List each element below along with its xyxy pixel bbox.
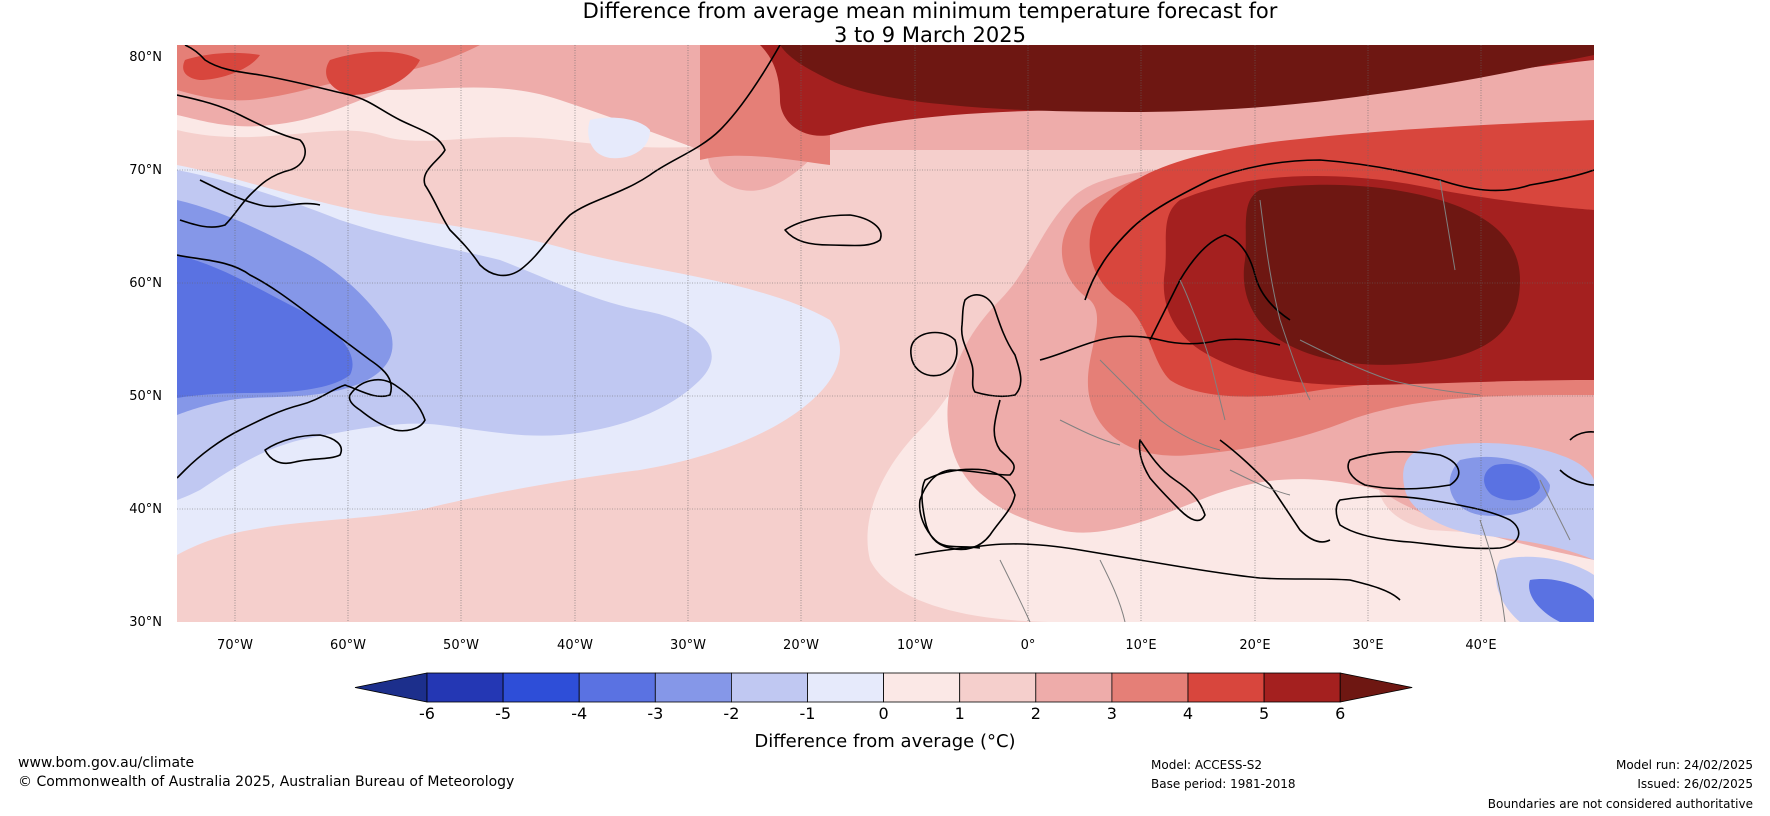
europe-north-coastline — [1039, 335, 1281, 361]
colorbar-swatch — [959, 672, 1037, 703]
lat-label-40n: 40°N — [129, 502, 162, 517]
scandinavia-coastline — [1084, 159, 1594, 301]
map-title-line1: Difference from average mean minimum tem… — [582, 0, 1278, 23]
map-title-line2: 3 to 9 March 2025 — [834, 23, 1026, 47]
labrador-coastline — [177, 254, 392, 479]
lon-label-10w: 10°W — [897, 638, 933, 653]
colorbar-label: Difference from average (°C) — [754, 731, 1015, 752]
lon-label-60w: 60°W — [330, 638, 366, 653]
lat-label-30n: 30°N — [129, 615, 162, 630]
colorbar-tick-label: -4 — [571, 704, 587, 723]
colorbar-tick-label: -2 — [723, 704, 739, 723]
lon-label-0: 0° — [1021, 638, 1036, 653]
coastlines — [177, 45, 1594, 601]
colorbar-swatch — [426, 672, 504, 703]
iceland-coastline — [784, 214, 882, 247]
model-run-text: Model run: 24/02/2025 — [1615, 758, 1753, 772]
colorbar-swatch — [807, 672, 884, 703]
balkans-coastline — [1219, 439, 1331, 543]
colorbar-swatch — [1111, 672, 1189, 703]
map-area — [177, 45, 1594, 622]
country-borders — [999, 179, 1571, 622]
lon-label-30e: 30°E — [1352, 638, 1383, 653]
colorbar-swatch — [883, 672, 961, 703]
issued-text: Issued: 26/02/2025 — [1637, 777, 1753, 791]
nova-scotia-coastline — [264, 434, 342, 465]
iberia-coastline — [921, 468, 1016, 551]
model-text: Model: ACCESS-S2 — [1151, 758, 1263, 772]
colorbar-swatch — [654, 672, 732, 703]
gridlines — [177, 45, 1594, 622]
colorbar-tick-label: -5 — [495, 704, 511, 723]
turkey-coastline — [1335, 495, 1520, 550]
colorbar-swatch — [578, 672, 656, 703]
lon-label-20e: 20°E — [1239, 638, 1270, 653]
disclaimer-text: Boundaries are not considered authoritat… — [1487, 797, 1753, 811]
lat-label-60n: 60°N — [129, 276, 162, 291]
lon-label-40e: 40°E — [1465, 638, 1496, 653]
colorbar-swatch — [1035, 672, 1113, 703]
anomaly-band-minus2-to-minus1 — [177, 170, 1594, 622]
italy-coastline — [1138, 439, 1206, 522]
colorbar-tick-label: 1 — [955, 704, 965, 723]
caspian-sea-coastline — [1559, 431, 1594, 486]
colorbar-swatch — [1187, 672, 1265, 703]
colorbar-tick-label: 0 — [879, 704, 889, 723]
colorbar-swatch — [1263, 672, 1341, 703]
base-period-text: Base period: 1981-2018 — [1151, 777, 1296, 791]
great-britain-coastline — [960, 294, 1022, 398]
lon-label-20w: 20°W — [783, 638, 819, 653]
colorbar-extend-high — [1339, 672, 1413, 703]
colorbar-tick-label: 6 — [1335, 704, 1345, 723]
colorbar-swatch — [502, 672, 580, 703]
lat-label-70n: 70°N — [129, 163, 162, 178]
ireland-coastline — [909, 331, 958, 377]
baffin-coast-east — [199, 179, 321, 208]
greenland-coastline — [184, 45, 781, 277]
north-africa-coastline — [914, 543, 1401, 601]
colorbar-tick-labels: -6 -5 -4 -3 -2 -1 0 1 2 3 4 5 6 — [419, 704, 1345, 723]
newfoundland-coastline — [348, 379, 426, 432]
colorbar-tick-label: 4 — [1183, 704, 1193, 723]
longitude-labels: 70°W 60°W 50°W 40°W 30°W 20°W 10°W 0° 10… — [217, 638, 1497, 653]
colorbar — [354, 672, 1413, 703]
lat-label-50n: 50°N — [129, 389, 162, 404]
anomaly-band-above-6 — [780, 45, 1594, 365]
lon-label-40w: 40°W — [557, 638, 593, 653]
colorbar-tick-label: 3 — [1107, 704, 1117, 723]
colorbar-swatch — [731, 672, 808, 703]
colorbar-tick-label: 2 — [1031, 704, 1041, 723]
colorbar-tick-label: 5 — [1259, 704, 1269, 723]
colorbar-extend-low — [354, 672, 428, 703]
lon-label-50w: 50°W — [443, 638, 479, 653]
latitude-labels: 80°N 70°N 60°N 50°N 40°N 30°N — [129, 50, 162, 630]
website-link[interactable]: www.bom.gov.au/climate — [18, 755, 195, 771]
colorbar-tick-label: -1 — [800, 704, 816, 723]
lon-label-10e: 10°E — [1125, 638, 1156, 653]
lon-label-70w: 70°W — [217, 638, 253, 653]
colorbar-tick-label: -6 — [419, 704, 435, 723]
lon-label-30w: 30°W — [670, 638, 706, 653]
lat-label-80n: 80°N — [129, 50, 162, 65]
sweden-finland-coast — [1149, 234, 1291, 341]
black-sea-coastline — [1347, 450, 1460, 490]
colorbar-tick-label: -3 — [647, 704, 663, 723]
copyright-text: © Commonwealth of Australia 2025, Austra… — [18, 774, 515, 790]
